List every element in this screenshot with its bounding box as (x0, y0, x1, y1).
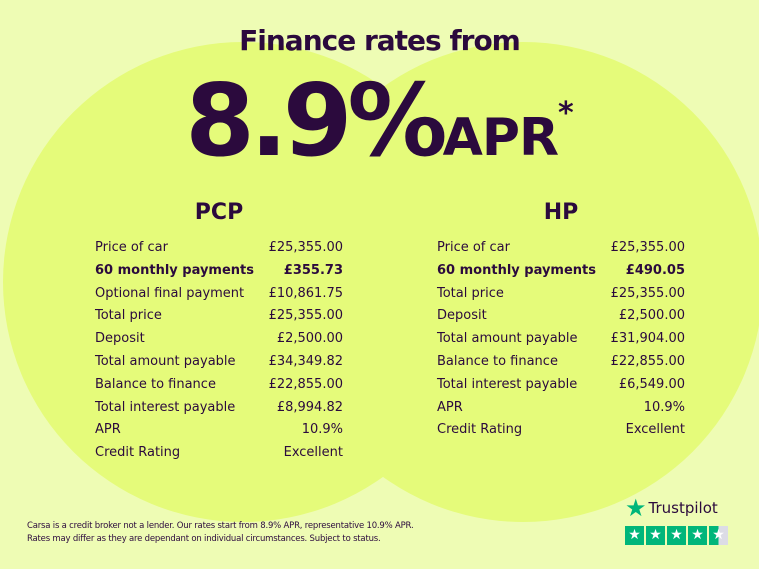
row-label: Balance to finance (95, 376, 216, 392)
table-row: 60 monthly payments £355.73 (95, 260, 343, 283)
row-label: Total interest payable (95, 399, 236, 415)
table-row: 60 monthly payments £490.05 (437, 260, 685, 283)
table-row: Price of car £25,355.00 (437, 237, 685, 260)
row-value: 10.9% (643, 399, 685, 415)
row-label: Price of car (437, 240, 510, 255)
table-row: Deposit £2,500.00 (95, 328, 343, 351)
table-row: Price of car £25,355.00 (95, 237, 343, 260)
row-value: 10.9% (301, 422, 343, 438)
row-label: Deposit (95, 331, 145, 347)
row-label: Credit Rating (437, 422, 523, 438)
row-label: Price of car (95, 240, 168, 255)
hp-title: HP (543, 200, 579, 225)
row-value: Excellent (283, 445, 343, 461)
row-value: £25,355.00 (610, 285, 685, 301)
disclaimer-line-2: Rates may differ as they are dependant o… (27, 534, 381, 544)
row-value: £25,355.00 (268, 308, 343, 324)
pcp-table: PCP Price of car £25,355.00 60 monthly pay… (95, 200, 343, 465)
table-row: Total price £25,355.00 (437, 283, 685, 306)
trustpilot-rating: ★ ★ ★ ★ ★ (625, 526, 728, 545)
row-value: £10,861.75 (268, 285, 343, 301)
row-value: £490.05 (625, 262, 685, 278)
table-row: Credit Rating Excellent (95, 442, 343, 465)
row-label: APR (95, 422, 121, 438)
row-label: Deposit (437, 308, 487, 324)
table-row: Total amount payable £34,349.82 (95, 351, 343, 374)
row-value: £34,349.82 (268, 353, 343, 369)
row-label: Total interest payable (437, 376, 578, 392)
table-row: APR 10.9% (437, 397, 685, 420)
table-row: Deposit £2,500.00 (437, 305, 685, 328)
disclaimer-line-1: Carsa is a credit broker not a lender. O… (27, 521, 414, 531)
table-row: Balance to finance £22,855.00 (95, 374, 343, 397)
row-label: 60 monthly payments (437, 262, 596, 278)
headline: Finance rates from (239, 24, 521, 57)
rating-star-icon: ★ (646, 526, 665, 545)
row-value: £355.73 (283, 262, 343, 278)
table-row: Credit Rating Excellent (437, 419, 685, 442)
trustpilot-name: Trustpilot (648, 499, 718, 517)
row-label: Total amount payable (95, 353, 236, 369)
row-value: £25,355.00 (268, 240, 343, 255)
row-value: £25,355.00 (610, 240, 685, 255)
rate-value: 8.9% (185, 62, 447, 179)
row-label: APR (437, 399, 463, 415)
table-row: Total amount payable £31,904.00 (437, 328, 685, 351)
rate-heading: 8.9%APR* (0, 62, 759, 179)
row-label: Total price (95, 308, 162, 324)
decorative-circle-right (283, 42, 759, 522)
row-label: Optional final payment (95, 285, 245, 301)
rating-star-icon: ★ (688, 526, 707, 545)
row-label: Total price (437, 285, 504, 301)
asterisk: * (558, 96, 574, 131)
table-row: Balance to finance £22,855.00 (437, 351, 685, 374)
table-row: Optional final payment £10,861.75 (95, 283, 343, 306)
row-label: 60 monthly payments (95, 262, 254, 278)
row-value: £22,855.00 (610, 353, 685, 369)
hp-table: HP Price of car £25,355.00 60 monthly paym… (437, 200, 685, 442)
row-value: £6,549.00 (618, 376, 685, 392)
row-value: Excellent (625, 422, 685, 438)
row-value: £8,994.82 (276, 399, 343, 415)
table-row: Total interest payable £8,994.82 (95, 397, 343, 420)
disclaimer: Carsa is a credit broker not a lender. O… (27, 520, 414, 546)
trustpilot-badge: ★ Trustpilot ★ ★ ★ ★ ★ (625, 494, 728, 545)
rate-suffix: APR (442, 108, 559, 168)
table-row: Total price £25,355.00 (95, 305, 343, 328)
row-label: Balance to finance (437, 353, 558, 369)
row-value: £2,500.00 (276, 331, 343, 347)
row-value: £22,855.00 (268, 376, 343, 392)
row-value: £2,500.00 (618, 308, 685, 324)
row-label: Total amount payable (437, 331, 578, 347)
rating-star-icon: ★ (625, 526, 644, 545)
rating-star-icon: ★ (667, 526, 686, 545)
pcp-title: PCP (194, 200, 244, 225)
table-row: APR 10.9% (95, 419, 343, 442)
row-value: £31,904.00 (610, 331, 685, 347)
table-row: Total interest payable £6,549.00 (437, 374, 685, 397)
row-label: Credit Rating (95, 445, 181, 461)
star-icon: ★ (625, 494, 647, 522)
rating-star-icon: ★ (709, 526, 728, 545)
